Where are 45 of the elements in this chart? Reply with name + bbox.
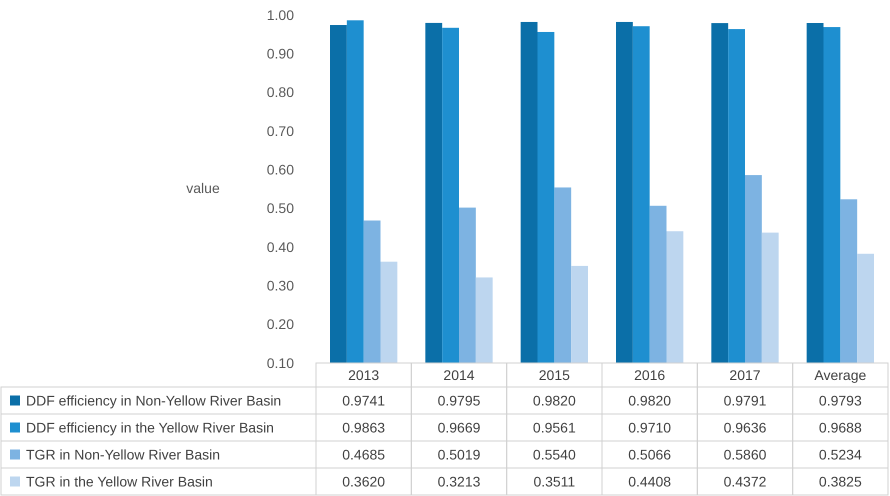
y-tick-label: 0.70 <box>266 122 294 139</box>
y-tick-label: 0.20 <box>266 316 294 332</box>
x-tick-label: 2014 <box>443 366 475 383</box>
data-label: 0.9561 <box>532 419 576 436</box>
data-label: 0.9793 <box>818 392 862 408</box>
x-tick-label: Average <box>814 366 866 383</box>
data-label: 0.9795 <box>438 392 481 408</box>
data-label: 0.3511 <box>533 473 576 490</box>
data-label: 0.4685 <box>342 446 386 462</box>
y-tick-label: 0.40 <box>266 238 294 255</box>
data-label: 0.9791 <box>724 392 767 408</box>
legend-label: TGR in Non-Yellow River Basin <box>26 446 220 462</box>
data-label: 0.3213 <box>438 473 481 490</box>
y-tick-label: 0.80 <box>266 84 294 100</box>
y-tick-label: 0.90 <box>266 46 294 62</box>
y-tick-label: 0.10 <box>266 354 294 371</box>
y-tick-label: 0.60 <box>266 162 294 178</box>
data-label: 0.9741 <box>342 392 386 408</box>
data-label: 0.9820 <box>628 392 672 408</box>
y-tick-label: 0.30 <box>266 278 294 294</box>
data-label: 0.9688 <box>818 419 862 436</box>
data-label: 0.9710 <box>628 419 672 436</box>
data-label: 0.3825 <box>818 473 862 490</box>
legend-label: TGR in the Yellow River Basin <box>26 473 213 490</box>
y-tick-label: 1.00 <box>266 6 294 23</box>
data-label: 0.5234 <box>818 446 862 462</box>
data-label: 0.9863 <box>342 419 386 436</box>
x-tick-label: 2013 <box>348 366 380 383</box>
y-axis-title: value <box>186 180 220 196</box>
data-label: 0.9636 <box>724 419 767 436</box>
data-label: 0.4408 <box>628 473 672 490</box>
data-label: 0.5860 <box>724 446 767 462</box>
x-tick-label: 2015 <box>538 366 570 383</box>
data-label: 0.5540 <box>532 446 576 462</box>
data-label: 0.4372 <box>724 473 767 490</box>
data-label: 0.5066 <box>628 446 672 462</box>
data-label: 0.9820 <box>532 392 576 408</box>
y-tick-label: 0.50 <box>266 200 294 216</box>
data-label: 0.9669 <box>438 419 481 436</box>
legend-label: DDF efficiency in Non-Yellow River Basin <box>26 392 282 408</box>
x-tick-label: 2016 <box>634 366 666 383</box>
legend-label: DDF efficiency in the Yellow River Basin <box>26 419 274 436</box>
data-label: 0.5019 <box>438 446 481 462</box>
x-tick-label: 2017 <box>729 366 761 383</box>
data-label: 0.3620 <box>342 473 386 490</box>
